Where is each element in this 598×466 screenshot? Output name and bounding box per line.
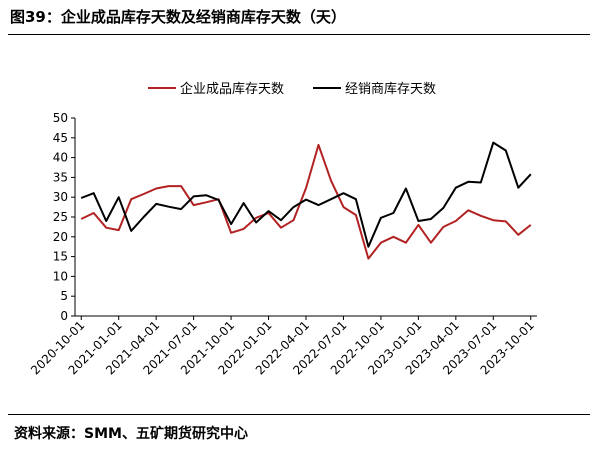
legend-label-2: 经销商库存天数 — [345, 81, 436, 97]
series-line-1 — [80, 143, 532, 260]
y-tick-label: 15 — [53, 250, 68, 264]
bottom-divider — [8, 414, 590, 415]
y-tick-label: 10 — [53, 269, 68, 283]
series-line-2 — [80, 141, 532, 248]
top-divider — [8, 34, 590, 35]
y-tick-label: 5 — [60, 289, 68, 303]
legend-label-1: 企业成品库存天数 — [180, 81, 284, 97]
y-tick-label: 50 — [53, 111, 68, 125]
y-tick-label: 0 — [60, 309, 68, 323]
y-tick-label: 35 — [53, 170, 68, 184]
y-tick-label: 40 — [53, 151, 68, 165]
chart-title: 图39：企业成品库存天数及经销商库存天数（天） — [10, 8, 346, 26]
source-note: 资料来源：SMM、五矿期货研究中心 — [14, 426, 248, 442]
y-tick-label: 20 — [53, 230, 68, 244]
y-tick-label: 30 — [53, 190, 68, 204]
y-tick-label: 45 — [53, 131, 68, 145]
y-tick-label: 25 — [53, 210, 68, 224]
